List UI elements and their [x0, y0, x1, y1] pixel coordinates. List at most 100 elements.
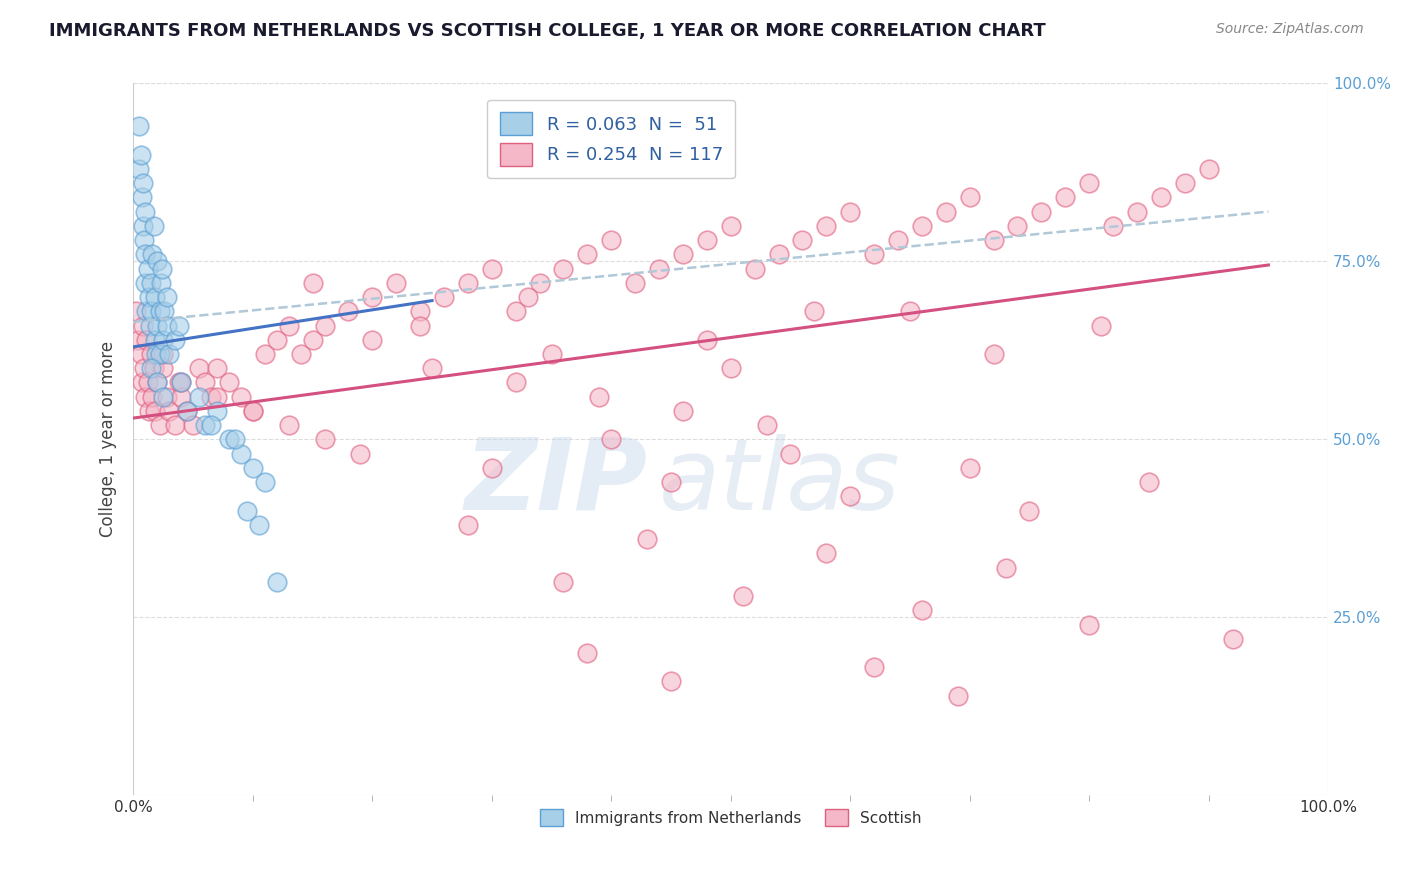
Point: [224, 433, 246, 447]
Point: [128, 161, 150, 176]
Point: [994, 560, 1017, 574]
Point: [188, 390, 211, 404]
Point: [242, 461, 264, 475]
Point: [720, 361, 742, 376]
Point: [385, 276, 408, 290]
Point: [141, 390, 163, 404]
Point: [143, 333, 166, 347]
Legend: Immigrants from Netherlands, Scottish: Immigrants from Netherlands, Scottish: [533, 801, 929, 834]
Point: [588, 390, 610, 404]
Point: [672, 247, 695, 261]
Point: [132, 219, 155, 233]
Point: [139, 318, 162, 333]
Point: [156, 290, 179, 304]
Point: [205, 390, 228, 404]
Point: [136, 261, 159, 276]
Point: [1102, 219, 1125, 233]
Point: [134, 276, 156, 290]
Point: [983, 347, 1005, 361]
Point: [457, 517, 479, 532]
Point: [301, 276, 323, 290]
Point: [125, 304, 148, 318]
Point: [138, 404, 160, 418]
Point: [659, 674, 682, 689]
Point: [253, 475, 276, 490]
Point: [731, 589, 754, 603]
Point: [141, 304, 163, 318]
Text: atlas: atlas: [659, 434, 901, 531]
Point: [218, 376, 240, 390]
Point: [136, 376, 159, 390]
Point: [142, 361, 165, 376]
Point: [481, 261, 503, 276]
Point: [247, 517, 270, 532]
Point: [205, 361, 228, 376]
Point: [134, 390, 156, 404]
Point: [149, 347, 172, 361]
Point: [131, 376, 153, 390]
Point: [720, 219, 742, 233]
Point: [200, 390, 222, 404]
Point: [815, 546, 838, 560]
Point: [141, 247, 163, 261]
Text: IMMIGRANTS FROM NETHERLANDS VS SCOTTISH COLLEGE, 1 YEAR OR MORE CORRELATION CHAR: IMMIGRANTS FROM NETHERLANDS VS SCOTTISH …: [49, 22, 1046, 40]
Point: [540, 347, 562, 361]
Point: [153, 304, 176, 318]
Point: [600, 233, 623, 247]
Point: [481, 461, 503, 475]
Point: [314, 433, 336, 447]
Point: [1090, 318, 1112, 333]
Y-axis label: College, 1 year or more: College, 1 year or more: [100, 342, 117, 538]
Point: [648, 261, 671, 276]
Point: [266, 574, 288, 589]
Point: [696, 333, 718, 347]
Point: [129, 347, 152, 361]
Point: [433, 290, 456, 304]
Point: [167, 376, 190, 390]
Point: [150, 261, 173, 276]
Point: [138, 290, 160, 304]
Point: [420, 361, 443, 376]
Point: [803, 304, 825, 318]
Point: [152, 347, 174, 361]
Point: [145, 347, 167, 361]
Point: [165, 418, 187, 433]
Point: [792, 233, 814, 247]
Point: [152, 390, 174, 404]
Point: [337, 304, 360, 318]
Point: [935, 204, 957, 219]
Point: [128, 119, 150, 133]
Point: [815, 219, 838, 233]
Point: [277, 418, 299, 433]
Point: [242, 404, 264, 418]
Point: [134, 247, 156, 261]
Point: [409, 304, 432, 318]
Point: [911, 219, 934, 233]
Point: [132, 361, 155, 376]
Point: [553, 574, 575, 589]
Point: [152, 333, 174, 347]
Point: [505, 376, 527, 390]
Point: [146, 254, 169, 268]
Point: [361, 333, 384, 347]
Point: [636, 532, 658, 546]
Point: [457, 276, 479, 290]
Point: [157, 404, 180, 418]
Point: [176, 404, 198, 418]
Point: [236, 503, 259, 517]
Point: [146, 376, 169, 390]
Point: [898, 304, 921, 318]
Point: [659, 475, 682, 490]
Point: [349, 447, 371, 461]
Point: [744, 261, 766, 276]
Point: [1198, 161, 1220, 176]
Point: [863, 247, 886, 261]
Point: [205, 404, 228, 418]
Point: [141, 276, 163, 290]
Text: ZIP: ZIP: [464, 434, 647, 531]
Point: [156, 318, 179, 333]
Point: [194, 376, 217, 390]
Point: [135, 304, 157, 318]
Point: [1137, 475, 1160, 490]
Point: [229, 447, 252, 461]
